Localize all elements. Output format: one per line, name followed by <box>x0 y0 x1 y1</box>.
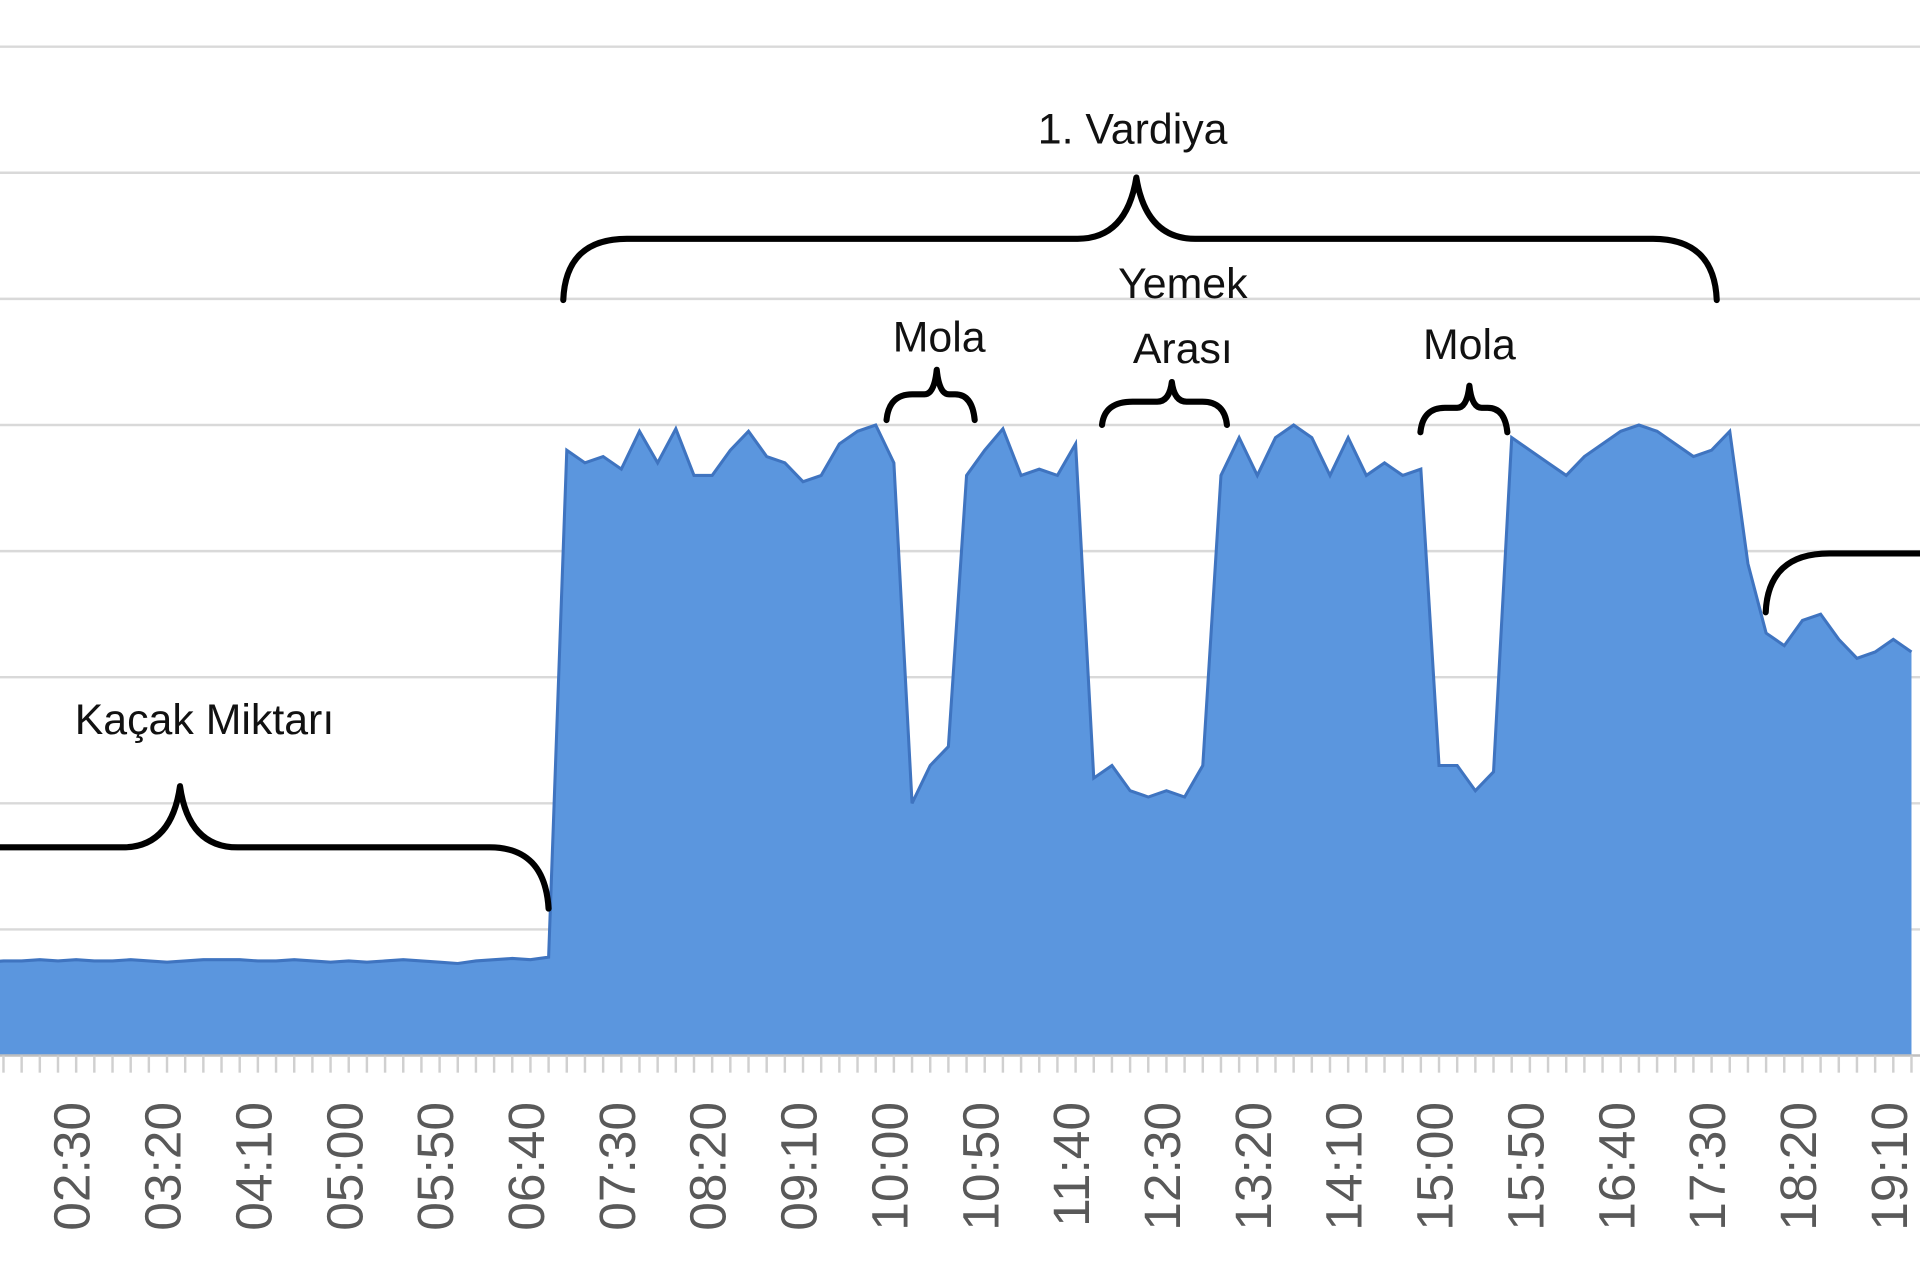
x-tick-label: 06:40 <box>497 1102 555 1231</box>
x-tick-label: 14:10 <box>1315 1102 1373 1231</box>
annotation: Arası <box>1133 325 1233 373</box>
x-tick-label: 02:30 <box>43 1102 101 1231</box>
x-tick-label: 18:20 <box>1769 1102 1827 1231</box>
x-tick-label: 13:20 <box>1224 1102 1282 1231</box>
x-tick-label: 07:30 <box>588 1102 646 1231</box>
brace <box>1098 378 1230 428</box>
x-tick-label: 03:20 <box>134 1102 192 1231</box>
x-tick-label: 05:50 <box>406 1102 464 1231</box>
area <box>0 424 1912 1056</box>
brace <box>883 366 978 424</box>
x-tick-label: 11:40 <box>1042 1102 1100 1227</box>
x-tick-label: 09:10 <box>770 1102 828 1231</box>
x-tick-label: 19:10 <box>1860 1102 1918 1231</box>
brace <box>0 783 552 912</box>
x-tick-label: 08:20 <box>679 1102 737 1231</box>
labels: 01:40 02:30 03:20 04:10 05:00 05:50 06:40 07:30… <box>0 106 1918 1231</box>
annotation: Mola <box>1423 321 1516 369</box>
brace <box>1417 382 1511 436</box>
area-edge <box>0 423 1913 966</box>
x-tick-label: 12:30 <box>1133 1102 1191 1231</box>
annotation: Kaçak Miktarı <box>75 696 335 744</box>
x-tick-label: 10:50 <box>951 1102 1009 1231</box>
brace <box>1762 550 1920 616</box>
x-tick-label: 05:00 <box>315 1102 373 1231</box>
x-tick-label: 01:40 <box>0 1102 10 1231</box>
x-tick-label: 04:10 <box>224 1102 282 1231</box>
x-tick-label: 17:30 <box>1678 1102 1736 1231</box>
annotation: Mola <box>893 314 986 362</box>
x-tick-label: 15:50 <box>1496 1102 1554 1231</box>
annotation: 1. Vardiya <box>1038 106 1228 154</box>
annotation: Yemek <box>1118 260 1248 308</box>
brace <box>560 174 1720 304</box>
plot-area <box>0 423 1920 1073</box>
x-tick-label: 10:00 <box>860 1102 918 1231</box>
annotation-braces <box>0 174 1920 912</box>
x-tick-label: 16:40 <box>1587 1102 1645 1231</box>
x-tick-label: 15:00 <box>1406 1102 1464 1231</box>
